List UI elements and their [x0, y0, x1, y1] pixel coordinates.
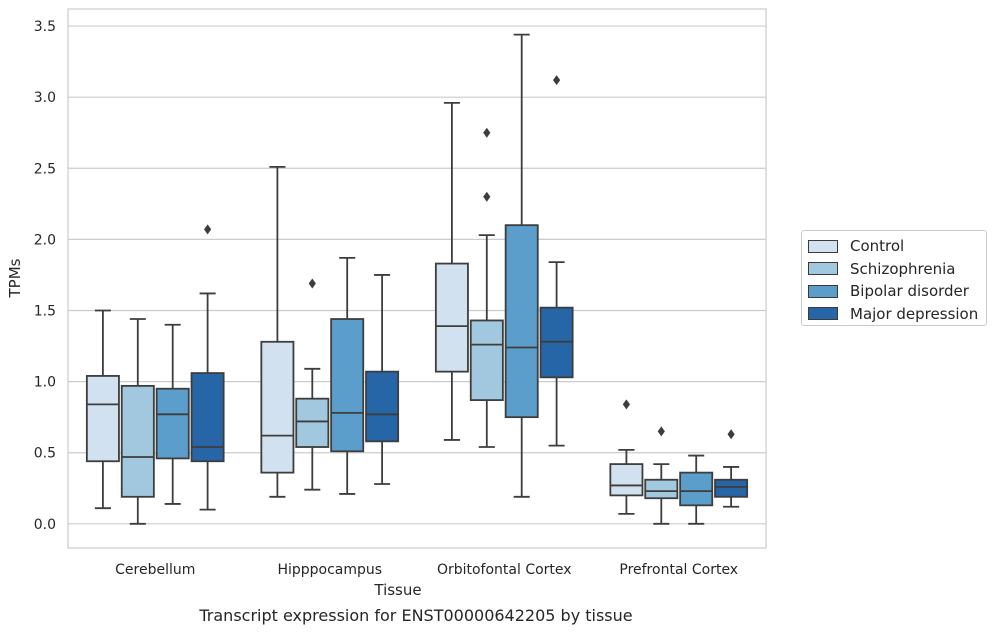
- x-axis-label: Tissue: [373, 581, 421, 599]
- box-iqr: [644, 478, 679, 500]
- x-tick-label: Orbitofontal Cortex: [437, 562, 572, 578]
- box-iqr: [120, 384, 155, 498]
- y-tick-label: 0.0: [34, 517, 56, 533]
- y-tick-label: 2.5: [34, 161, 56, 177]
- box-iqr: [155, 387, 190, 460]
- legend-label-control: Control: [850, 237, 905, 256]
- box-group: [330, 256, 365, 495]
- legend-item-control: Control: [808, 235, 980, 258]
- box-group: [469, 127, 504, 448]
- y-tick-label: 3.0: [34, 90, 56, 106]
- box-group: [260, 165, 295, 498]
- outlier-point: [657, 426, 665, 437]
- box-group: [85, 309, 120, 510]
- box-group: [434, 101, 469, 441]
- legend-swatch-bipolar-disorder: [808, 284, 838, 298]
- box-group: [679, 454, 714, 525]
- box-iqr: [190, 372, 225, 463]
- box-group: [295, 278, 330, 491]
- box-group: [504, 33, 539, 498]
- outlier-point: [204, 224, 212, 235]
- box-iqr: [469, 319, 504, 401]
- outlier-point: [308, 278, 316, 289]
- y-tick-labels: 0.0 0.5 1.0 1.5 2.0 2.5 3.0 3.5: [34, 19, 56, 533]
- outlier-point: [622, 399, 630, 410]
- box-iqr: [330, 318, 365, 453]
- box-iqr: [365, 370, 400, 443]
- y-tick-label: 3.5: [34, 19, 56, 35]
- y-tick-label: 0.5: [34, 446, 56, 462]
- outlier-point: [553, 75, 561, 86]
- legend-label-bipolar-disorder: Bipolar disorder: [850, 282, 969, 301]
- legend-swatch-schizophrenia: [808, 262, 838, 276]
- y-tick-label: 1.0: [34, 375, 56, 391]
- legend-label-major-depression: Major depression: [850, 304, 979, 323]
- legend-item-schizophrenia: Schizophrenia: [808, 258, 980, 281]
- outlier-point: [727, 429, 735, 440]
- x-tick-label: Cerebellum: [115, 562, 195, 578]
- y-tick-label: 1.5: [34, 303, 56, 319]
- box-group: [120, 318, 155, 525]
- figure-caption: Transcript expression for ENST0000064220…: [199, 606, 633, 625]
- box-group: [644, 426, 679, 525]
- box-group: [365, 274, 400, 485]
- box-group: [609, 399, 644, 515]
- outlier-point: [483, 127, 491, 138]
- box-iqr: [679, 471, 714, 507]
- outlier-point: [483, 191, 491, 202]
- y-tick-label: 2.0: [34, 232, 56, 248]
- y-axis-label: TPMs: [6, 258, 24, 298]
- box-group: [155, 323, 190, 505]
- box-iqr: [85, 375, 120, 463]
- box-iqr: [609, 463, 644, 497]
- box-iqr: [295, 397, 330, 448]
- x-tick-label: Hipppocampus: [277, 562, 382, 578]
- boxes: [85, 33, 749, 525]
- legend-swatch-major-depression: [808, 307, 838, 321]
- legend-swatch-control: [808, 239, 838, 253]
- box-group: [539, 75, 574, 447]
- box-iqr: [260, 340, 295, 474]
- legend-item-bipolar-disorder: Bipolar disorder: [808, 280, 980, 303]
- legend: Control Schizophrenia Bipolar disorder M…: [801, 230, 987, 326]
- x-tick-labels: Cerebellum Hipppocampus Orbitofontal Corte…: [115, 562, 738, 578]
- box-iqr: [714, 478, 749, 498]
- box-group: [190, 224, 225, 511]
- box-iqr: [504, 224, 539, 419]
- legend-label-schizophrenia: Schizophrenia: [850, 259, 956, 278]
- box-group: [714, 429, 749, 508]
- box-iqr: [434, 262, 469, 373]
- legend-item-major-depression: Major depression: [808, 303, 980, 326]
- x-tick-label: Prefrontal Cortex: [619, 562, 738, 578]
